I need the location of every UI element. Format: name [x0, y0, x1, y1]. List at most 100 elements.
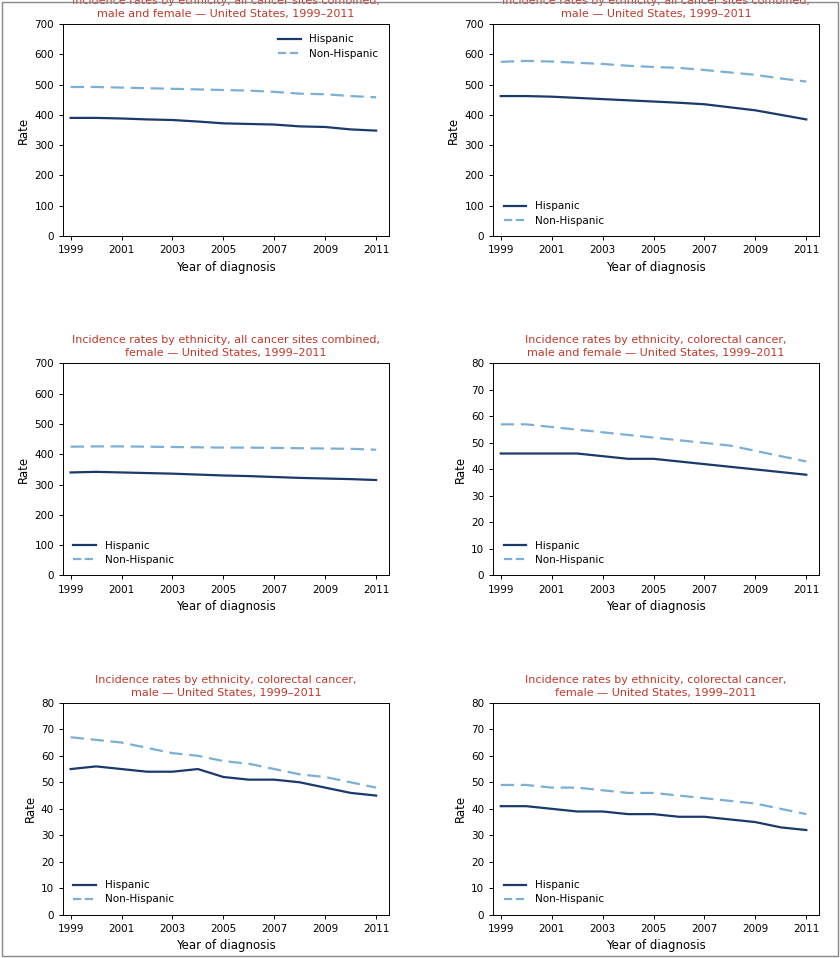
Hispanic	[270, 119, 280, 130]
Hispanic	[674, 811, 684, 823]
Non-Hispanic	[270, 764, 280, 775]
Hispanic	[66, 764, 76, 775]
Hispanic	[320, 472, 330, 484]
Non-Hispanic	[725, 440, 735, 451]
Non-Hispanic	[218, 442, 228, 453]
Hispanic	[623, 453, 633, 465]
Line: Hispanic: Hispanic	[71, 766, 376, 795]
Hispanic	[547, 91, 557, 103]
Hispanic	[345, 787, 355, 799]
Non-Hispanic	[91, 441, 101, 452]
Non-Hispanic	[371, 92, 381, 103]
Title: Incidence rates by ethnicity, colorectal cancer,
female — United States, 1999–20: Incidence rates by ethnicity, colorectal…	[525, 674, 787, 697]
Hispanic	[776, 467, 786, 478]
Hispanic	[193, 116, 203, 127]
Hispanic	[750, 104, 760, 116]
Non-Hispanic	[750, 69, 760, 80]
Hispanic	[674, 456, 684, 468]
Non-Hispanic	[320, 88, 330, 100]
Hispanic	[142, 468, 152, 479]
Hispanic	[244, 470, 254, 482]
Non-Hispanic	[66, 81, 76, 93]
Hispanic	[117, 467, 127, 478]
Hispanic	[572, 806, 582, 817]
Non-Hispanic	[674, 62, 684, 74]
Non-Hispanic	[371, 444, 381, 455]
Y-axis label: Rate: Rate	[17, 117, 30, 144]
Non-Hispanic	[547, 56, 557, 67]
Non-Hispanic	[371, 782, 381, 793]
Non-Hispanic	[496, 57, 506, 68]
Hispanic	[371, 789, 381, 801]
Hispanic	[648, 809, 659, 820]
Legend: Hispanic, Non-Hispanic: Hispanic, Non-Hispanic	[68, 536, 179, 570]
Non-Hispanic	[572, 57, 582, 68]
Hispanic	[66, 467, 76, 478]
Non-Hispanic	[521, 56, 531, 67]
Non-Hispanic	[345, 443, 355, 454]
Non-Hispanic	[623, 429, 633, 441]
Hispanic	[750, 464, 760, 475]
Hispanic	[218, 771, 228, 783]
Hispanic	[547, 447, 557, 459]
Hispanic	[572, 92, 582, 103]
Hispanic	[218, 118, 228, 129]
Non-Hispanic	[117, 737, 127, 748]
Non-Hispanic	[776, 803, 786, 814]
Legend: Hispanic, Non-Hispanic: Hispanic, Non-Hispanic	[498, 536, 609, 570]
Hispanic	[521, 90, 531, 102]
Hispanic	[193, 764, 203, 775]
Hispanic	[725, 813, 735, 825]
Line: Hispanic: Hispanic	[71, 118, 376, 130]
Non-Hispanic	[547, 782, 557, 793]
Line: Hispanic: Hispanic	[71, 472, 376, 480]
Non-Hispanic	[597, 426, 607, 438]
Non-Hispanic	[648, 787, 659, 799]
Non-Hispanic	[674, 435, 684, 446]
Hispanic	[725, 102, 735, 113]
Hispanic	[371, 474, 381, 486]
Non-Hispanic	[295, 443, 305, 454]
Non-Hispanic	[193, 442, 203, 453]
Hispanic	[648, 453, 659, 465]
Hispanic	[91, 467, 101, 478]
Hispanic	[167, 468, 177, 479]
Hispanic	[371, 125, 381, 136]
Non-Hispanic	[117, 81, 127, 93]
Legend: Hispanic, Non-Hispanic: Hispanic, Non-Hispanic	[68, 875, 179, 910]
Legend: Hispanic, Non-Hispanic: Hispanic, Non-Hispanic	[498, 196, 609, 231]
Hispanic	[117, 113, 127, 125]
Non-Hispanic	[801, 456, 811, 468]
Non-Hispanic	[167, 83, 177, 95]
Non-Hispanic	[801, 809, 811, 820]
Hispanic	[648, 96, 659, 107]
Non-Hispanic	[700, 437, 710, 448]
Line: Non-Hispanic: Non-Hispanic	[501, 61, 806, 81]
Hispanic	[218, 469, 228, 481]
Hispanic	[597, 806, 607, 817]
Non-Hispanic	[725, 67, 735, 79]
Non-Hispanic	[750, 445, 760, 457]
Hispanic	[244, 774, 254, 786]
X-axis label: Year of diagnosis: Year of diagnosis	[176, 940, 276, 952]
Hispanic	[674, 97, 684, 108]
Hispanic	[750, 816, 760, 828]
Non-Hispanic	[270, 443, 280, 454]
Title: Incidence rates by ethnicity, all cancer sites combined,
male — United States, 1: Incidence rates by ethnicity, all cancer…	[502, 0, 810, 19]
Non-Hispanic	[193, 83, 203, 95]
Line: Non-Hispanic: Non-Hispanic	[71, 87, 376, 98]
Non-Hispanic	[648, 61, 659, 73]
Line: Hispanic: Hispanic	[501, 96, 806, 120]
Non-Hispanic	[521, 419, 531, 430]
Hispanic	[66, 112, 76, 124]
Non-Hispanic	[776, 450, 786, 462]
Hispanic	[496, 90, 506, 102]
Non-Hispanic	[572, 423, 582, 435]
Hispanic	[597, 93, 607, 104]
Non-Hispanic	[597, 58, 607, 70]
Non-Hispanic	[801, 76, 811, 87]
Non-Hispanic	[142, 82, 152, 94]
X-axis label: Year of diagnosis: Year of diagnosis	[606, 940, 706, 952]
Non-Hispanic	[776, 73, 786, 84]
Non-Hispanic	[547, 422, 557, 433]
